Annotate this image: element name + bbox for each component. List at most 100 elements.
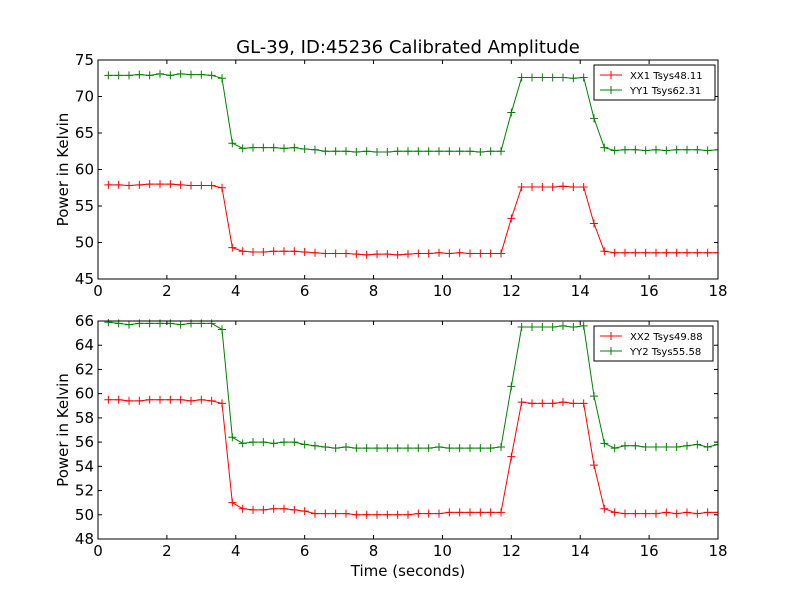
data-point xyxy=(414,444,423,453)
data-point xyxy=(228,433,237,442)
data-point xyxy=(435,248,443,257)
data-point xyxy=(486,249,495,258)
data-point xyxy=(362,510,371,519)
data-point xyxy=(662,146,671,155)
data-point xyxy=(631,441,640,450)
data-point xyxy=(610,146,619,155)
x-tick-label: 10 xyxy=(433,282,452,300)
data-point xyxy=(269,504,278,513)
chart-title: GL-39, ID:45236 Calibrated Amplitude xyxy=(236,37,580,58)
data-point xyxy=(393,250,402,259)
data-point xyxy=(114,395,123,404)
y-tick-label: 60 xyxy=(75,161,94,179)
data-point xyxy=(466,444,474,453)
data-point xyxy=(156,180,164,189)
legend-marker xyxy=(607,347,615,355)
data-point xyxy=(579,73,588,82)
data-point xyxy=(114,71,123,80)
x-tick-label: 8 xyxy=(369,282,379,300)
data-point xyxy=(176,69,185,78)
x-tick-label: 16 xyxy=(640,542,659,560)
data-point xyxy=(383,147,392,156)
data-point xyxy=(187,181,195,190)
legend-label: YY2 Tsys55.58 xyxy=(629,347,701,358)
data-point xyxy=(569,323,578,332)
legend-marker xyxy=(607,86,615,94)
data-point xyxy=(466,508,474,517)
data-point xyxy=(641,442,650,451)
data-point xyxy=(579,399,588,408)
data-point xyxy=(269,247,278,256)
y-tick-label: 45 xyxy=(75,270,94,288)
data-point xyxy=(404,510,412,519)
data-point xyxy=(600,439,609,448)
data-point xyxy=(517,73,526,82)
data-point xyxy=(280,144,288,153)
data-point xyxy=(486,444,495,453)
data-point xyxy=(104,395,113,404)
data-point xyxy=(621,145,629,154)
y-tick-label: 50 xyxy=(75,506,94,524)
data-point xyxy=(497,508,505,517)
data-point xyxy=(259,438,268,447)
x-tick-label: 6 xyxy=(300,282,310,300)
data-point xyxy=(228,139,237,148)
data-point xyxy=(414,249,423,258)
data-point xyxy=(352,147,361,156)
legend: XX2 Tsys49.88 YY2 Tsys55.58 xyxy=(593,325,714,362)
data-point xyxy=(362,147,371,156)
x-tick-label: 2 xyxy=(162,542,172,560)
data-point xyxy=(176,395,185,404)
data-point xyxy=(507,452,516,461)
data-point xyxy=(652,442,660,451)
y-tick-label: 66 xyxy=(75,312,94,330)
data-point xyxy=(424,249,433,258)
y-tick-label: 60 xyxy=(75,385,94,403)
data-point xyxy=(652,145,660,154)
legend-box xyxy=(593,64,716,101)
series-2 xyxy=(104,319,718,453)
data-point xyxy=(259,247,268,256)
data-point xyxy=(373,147,381,156)
data-point xyxy=(528,73,536,82)
data-point xyxy=(311,248,319,257)
data-point xyxy=(672,442,681,451)
data-point xyxy=(445,444,454,453)
data-point xyxy=(290,247,299,256)
data-point xyxy=(517,183,526,192)
data-point xyxy=(569,399,578,408)
data-point xyxy=(652,248,660,257)
data-point xyxy=(228,243,237,252)
data-point xyxy=(135,70,144,79)
data-point xyxy=(373,510,381,519)
data-point xyxy=(114,180,123,189)
series-1 xyxy=(104,180,718,259)
data-point xyxy=(321,442,330,451)
data-point xyxy=(631,248,640,257)
x-tick-label: 0 xyxy=(93,282,103,300)
data-point xyxy=(476,147,485,156)
data-point xyxy=(517,323,526,332)
data-point xyxy=(249,143,257,152)
data-point xyxy=(383,510,392,519)
y-tick-label: 65 xyxy=(75,124,94,142)
y-tick-label: 50 xyxy=(75,234,94,252)
data-point xyxy=(455,444,464,453)
legend-marker xyxy=(607,332,615,340)
data-point xyxy=(703,146,712,155)
data-point xyxy=(352,510,361,519)
data-point xyxy=(559,182,567,191)
data-point xyxy=(559,398,567,407)
data-point xyxy=(683,441,691,450)
data-point xyxy=(507,214,516,223)
data-point xyxy=(476,444,485,453)
data-point xyxy=(600,247,609,256)
data-point xyxy=(238,439,247,448)
data-point xyxy=(424,509,433,518)
data-point xyxy=(145,395,154,404)
data-point xyxy=(383,250,392,259)
data-point xyxy=(300,440,309,449)
data-point xyxy=(197,395,206,404)
data-point xyxy=(135,180,144,189)
